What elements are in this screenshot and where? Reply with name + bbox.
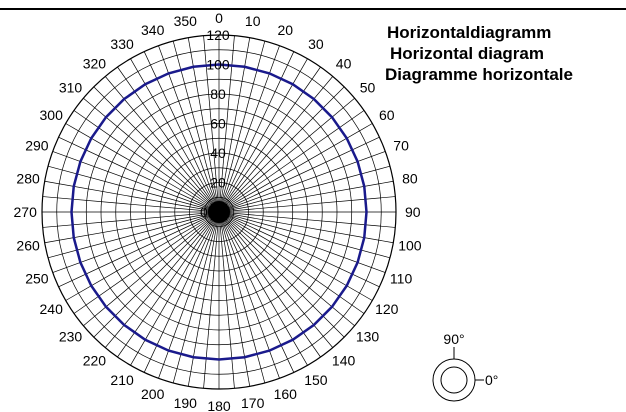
angle-tick-310: 310 <box>59 79 83 95</box>
series-point-310 <box>105 116 107 118</box>
series-point-0 <box>218 63 220 66</box>
legend-label-90: 90° <box>443 331 464 347</box>
series-point-150 <box>292 339 294 341</box>
angle-tick-230: 230 <box>59 329 83 345</box>
angle-tick-320: 320 <box>83 56 107 72</box>
chart-titles: Horizontaldiagramm Horizontal diagram Di… <box>372 22 622 85</box>
angle-tick-260: 260 <box>16 238 40 254</box>
series-point-30 <box>292 83 294 85</box>
angle-tick-330: 330 <box>110 36 134 52</box>
series-point-330 <box>144 83 146 85</box>
angle-tick-170: 170 <box>241 395 265 411</box>
legend-inner-circle <box>440 366 468 394</box>
title-german: Horizontaldiagramm <box>387 23 552 42</box>
radial-tick-labels: 020 40 60 80 100 120 <box>200 27 230 220</box>
angle-tick-220: 220 <box>83 353 107 369</box>
title-english: Horizontal diagram <box>390 44 544 63</box>
angle-tick-30: 30 <box>308 36 324 52</box>
series-point-240 <box>90 285 92 287</box>
title-french: Diagramme horizontale <box>385 65 573 84</box>
series-point-280 <box>73 185 75 187</box>
series-point-170 <box>244 356 246 358</box>
series-point-120 <box>346 285 348 287</box>
series-point-160 <box>268 350 271 352</box>
series-point-350 <box>192 66 194 68</box>
series-point-180 <box>218 358 220 361</box>
series-point-320 <box>123 98 125 100</box>
series-point-200 <box>167 350 170 352</box>
angle-tick-180: 180 <box>207 398 231 412</box>
series-point-140 <box>313 324 315 326</box>
series-point-230 <box>105 306 107 308</box>
series-point-40 <box>313 98 315 100</box>
angle-tick-120: 120 <box>375 301 399 317</box>
angle-tick-150: 150 <box>304 372 328 388</box>
angle-tick-40: 40 <box>336 56 352 72</box>
angle-tick-130: 130 <box>356 329 380 345</box>
angle-tick-110: 110 <box>390 270 413 286</box>
angle-tick-200: 200 <box>141 386 165 402</box>
series-point-270 <box>70 211 73 213</box>
center-hub <box>208 201 230 223</box>
series-point-100 <box>363 237 365 239</box>
series-point-190 <box>192 356 194 358</box>
top-rule <box>0 8 626 10</box>
angle-tick-190: 190 <box>174 395 198 411</box>
angle-tick-10: 10 <box>245 13 261 29</box>
series-point-250 <box>79 261 81 264</box>
series-point-80 <box>363 185 365 187</box>
series-point-50 <box>331 116 333 118</box>
radial-tick-40: 40 <box>210 145 226 161</box>
angle-tick-160: 160 <box>274 386 298 402</box>
angle-tick-90: 90 <box>405 204 421 220</box>
series-point-130 <box>331 306 333 308</box>
angle-tick-70: 70 <box>393 138 409 154</box>
series-layer <box>70 63 368 361</box>
series-point-260 <box>73 237 75 239</box>
radial-tick-20: 20 <box>210 175 226 191</box>
angle-tick-140: 140 <box>332 353 356 369</box>
angle-tick-20: 20 <box>278 22 294 38</box>
series-point-60 <box>346 137 348 139</box>
series-point-110 <box>357 261 359 264</box>
angle-tick-280: 280 <box>16 170 40 186</box>
series-point-20 <box>268 72 271 74</box>
series-point-340 <box>167 72 170 74</box>
series-point-10 <box>244 66 246 68</box>
angle-tick-0: 0 <box>215 10 223 26</box>
legend-outer-circle <box>432 358 476 402</box>
series-point-300 <box>90 137 92 139</box>
orientation-legend-icon: 90° 0° <box>432 331 498 402</box>
angle-tick-270: 270 <box>14 204 38 220</box>
series-point-90 <box>365 211 368 213</box>
series-point-290 <box>79 160 81 163</box>
angle-tick-290: 290 <box>25 138 49 154</box>
angle-tick-210: 210 <box>110 372 134 388</box>
angle-tick-240: 240 <box>40 301 64 317</box>
legend-label-0: 0° <box>485 372 498 388</box>
angle-tick-50: 50 <box>360 79 376 95</box>
radial-tick-0: 0 <box>200 204 208 220</box>
series-point-220 <box>123 324 125 326</box>
radial-tick-60: 60 <box>210 116 226 132</box>
radial-tick-120: 120 <box>206 27 230 43</box>
radial-tick-100: 100 <box>206 57 230 73</box>
angle-tick-100: 100 <box>398 238 422 254</box>
angle-tick-60: 60 <box>379 107 395 123</box>
angle-tick-340: 340 <box>141 22 165 38</box>
series-point-70 <box>357 160 359 163</box>
radial-tick-80: 80 <box>210 86 226 102</box>
angle-tick-labels: 0 102030405060708090100110120130140150160… <box>14 10 422 412</box>
angle-tick-350: 350 <box>174 13 198 29</box>
angle-tick-80: 80 <box>402 170 418 186</box>
angle-tick-250: 250 <box>25 270 49 286</box>
angle-tick-300: 300 <box>40 107 64 123</box>
series-point-210 <box>144 339 146 341</box>
